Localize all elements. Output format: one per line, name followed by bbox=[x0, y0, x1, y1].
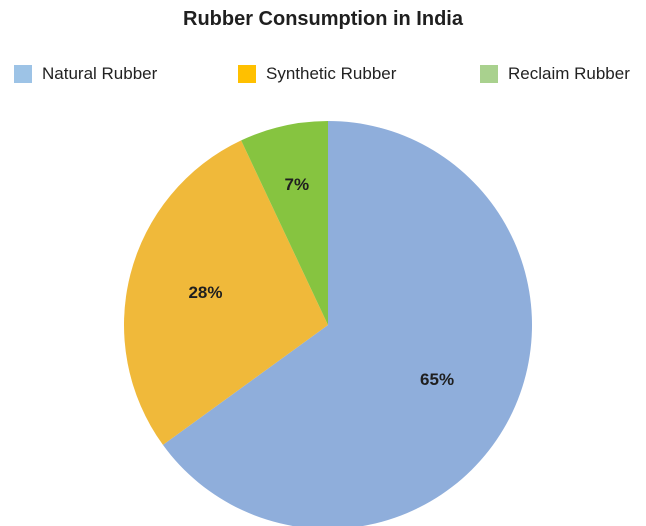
data-label-natural-rubber: 65% bbox=[420, 370, 454, 389]
legend-swatch-natural-rubber bbox=[14, 65, 32, 83]
legend-swatch-reclaim-rubber bbox=[480, 65, 498, 83]
data-label-reclaim-rubber: 7% bbox=[285, 175, 310, 194]
pie-slice-reclaim-rubber bbox=[241, 121, 328, 325]
pie-slices bbox=[123, 121, 532, 526]
data-label-synthetic-rubber: 28% bbox=[188, 283, 222, 302]
legend-item-synthetic-rubber: Synthetic Rubber bbox=[238, 64, 396, 84]
pie-slice-natural-rubber bbox=[162, 121, 532, 526]
pie-slice-synthetic-rubber bbox=[123, 140, 328, 445]
legend-item-reclaim-rubber: Reclaim Rubber bbox=[480, 64, 630, 84]
legend-label-reclaim-rubber: Reclaim Rubber bbox=[508, 64, 630, 83]
chart-title: Rubber Consumption in India bbox=[183, 8, 463, 30]
legend-label-natural-rubber: Natural Rubber bbox=[42, 64, 158, 83]
legend-item-natural-rubber: Natural Rubber bbox=[14, 64, 157, 84]
pie-labels: 65% 28% 7% bbox=[188, 175, 454, 389]
legend-swatch-synthetic-rubber bbox=[238, 65, 256, 83]
legend-label-synthetic-rubber: Synthetic Rubber bbox=[266, 64, 397, 83]
legend: Natural Rubber Synthetic Rubber Reclaim … bbox=[0, 64, 646, 88]
